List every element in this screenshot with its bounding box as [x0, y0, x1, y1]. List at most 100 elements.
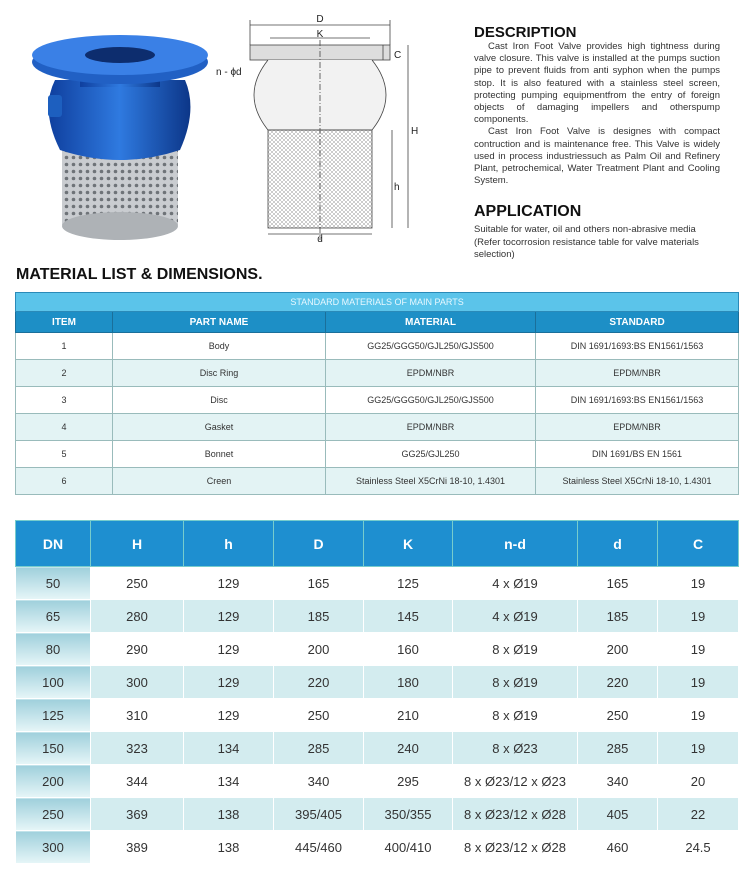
cell: 165 [577, 566, 658, 600]
cell: Disc [112, 386, 326, 414]
cell: 210 [363, 698, 453, 732]
row: 200 344 134 340 295 8 x Ø23/12 x Ø23 340 20 [15, 764, 739, 798]
dim-label: D [316, 14, 323, 25]
cell: 220 [273, 665, 364, 699]
row: 65 280 129 185 145 4 x Ø19 185 19 [15, 599, 739, 633]
row: 100 300 129 220 180 8 x Ø19 220 19 [15, 665, 739, 699]
header-cell: STANDARD [534, 311, 740, 333]
application-title: APPLICATION [474, 203, 582, 221]
cell: 323 [90, 731, 184, 765]
cell: 8 x Ø23/12 x Ø23 [452, 764, 578, 798]
cell: 6 [15, 467, 113, 495]
cell: Gasket [112, 413, 326, 441]
cell: 165 [273, 566, 364, 600]
cell: GG25/GGG50/GJL250/GJS500 [325, 332, 536, 360]
cell: 280 [90, 599, 184, 633]
illustrations: D K n - ϕd C H h d [32, 14, 418, 245]
cell: 8 x Ø19 [452, 698, 578, 732]
cell: 125 [363, 566, 453, 600]
dim-label: C [394, 50, 401, 61]
header-cell: MATERIAL [325, 311, 536, 333]
cell: Creen [112, 467, 326, 495]
cell: 340 [577, 764, 658, 798]
row: 4 Gasket EPDM/NBR EPDM/NBR [15, 413, 740, 441]
section-title: MATERIAL LIST & DIMENSIONS. [16, 266, 263, 283]
header-cell: PART NAME [112, 311, 326, 333]
cell: DIN 1691/1693:BS EN1561/1563 [534, 332, 740, 360]
cell: 100 [15, 665, 91, 699]
cell: 19 [657, 698, 739, 732]
cell: 19 [657, 632, 739, 666]
cell: 8 x Ø19 [452, 665, 578, 699]
description: DESCRIPTION Cast Iron Foot Valve provide… [474, 24, 720, 261]
dim-label: H [411, 126, 418, 137]
cell: 340 [273, 764, 364, 798]
cell: Stainless Steel X5CrNi 18-10, 1.4301 [534, 467, 740, 495]
cell: 400/410 [363, 830, 453, 864]
cell: 185 [273, 599, 364, 633]
application-text: Suitable for water, oil and others non-a… [474, 224, 699, 260]
dim-label: d [317, 234, 323, 245]
row: 50 250 129 165 125 4 x Ø19 165 19 [15, 566, 739, 600]
cell: 460 [577, 830, 658, 864]
cell: 250 [90, 566, 184, 600]
cell: 180 [363, 665, 453, 699]
row: 5 Bonnet GG25/GJL250 DIN 1691/BS EN 1561 [15, 440, 740, 468]
cell: 3 [15, 386, 113, 414]
cell: 19 [657, 665, 739, 699]
cell: 129 [183, 599, 274, 633]
row: 1 Body GG25/GGG50/GJL250/GJS500 DIN 1691/16… [15, 332, 740, 360]
header-cell: D [273, 520, 364, 567]
cell: 20 [657, 764, 739, 798]
cell: 80 [15, 632, 91, 666]
cell: 310 [90, 698, 184, 732]
cell: GG25/GGG50/GJL250/GJS500 [325, 386, 536, 414]
header-row: ITEM PART NAME MATERIAL STANDARD [15, 311, 740, 333]
row: 300 389 138 445/460 400/410 8 x Ø23/12 x Ø28 4… [15, 830, 739, 864]
cell: 150 [15, 731, 91, 765]
cell: EPDM/NBR [534, 359, 740, 387]
cell: 129 [183, 698, 274, 732]
cell: 24.5 [657, 830, 739, 864]
cell: Stainless Steel X5CrNi 18-10, 1.4301 [325, 467, 536, 495]
header-cell: H [90, 520, 184, 567]
dim-label: K [317, 29, 324, 40]
header-cell: d [577, 520, 658, 567]
row: 250 369 138 395/405 350/355 8 x Ø23/12 x Ø28 4… [15, 797, 739, 831]
cell: 250 [273, 698, 364, 732]
cell: 200 [273, 632, 364, 666]
cell: 138 [183, 830, 274, 864]
cell: 8 x Ø23/12 x Ø28 [452, 830, 578, 864]
cell: 1 [15, 332, 113, 360]
row: 80 290 129 200 160 8 x Ø19 200 19 [15, 632, 739, 666]
row: 6 Creen Stainless Steel X5CrNi 18-10, 1.43… [15, 467, 740, 495]
header-cell: DN [15, 520, 91, 567]
cell: 285 [577, 731, 658, 765]
cell: 134 [183, 731, 274, 765]
header-cell: C [657, 520, 739, 567]
cell: 22 [657, 797, 739, 831]
cell: 405 [577, 797, 658, 831]
technical-drawing [249, 20, 409, 240]
dim-label: n - ϕd [216, 67, 242, 78]
header-cell: ITEM [15, 311, 113, 333]
cell: 220 [577, 665, 658, 699]
cell: 129 [183, 566, 274, 600]
cell: EPDM/NBR [534, 413, 740, 441]
row: 150 323 134 285 240 8 x Ø23 285 19 [15, 731, 739, 765]
cell: 8 x Ø23 [452, 731, 578, 765]
cell: 134 [183, 764, 274, 798]
cell: 65 [15, 599, 91, 633]
caption-row: STANDARD MATERIALS OF MAIN PARTS [14, 292, 740, 312]
cell: 344 [90, 764, 184, 798]
cell: Body [112, 332, 326, 360]
cell: EPDM/NBR [325, 413, 536, 441]
cell: 240 [363, 731, 453, 765]
cell: 285 [273, 731, 364, 765]
header-cell: n-d [452, 520, 578, 567]
cell: 125 [15, 698, 91, 732]
cell: 350/355 [363, 797, 453, 831]
paragraph: Cast Iron Foot Valve provides high tight… [474, 41, 720, 126]
